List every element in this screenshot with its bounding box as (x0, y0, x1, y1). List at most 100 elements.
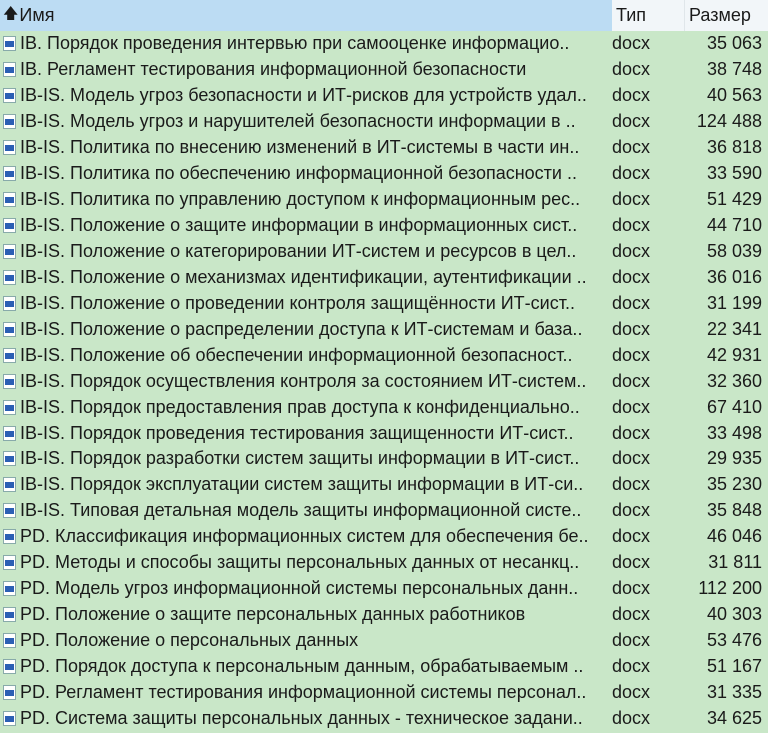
word-document-icon (3, 295, 16, 311)
file-type: docx (612, 707, 651, 728)
file-type: docx (612, 500, 651, 521)
file-name-cell: PD. Классификация информационных систем … (0, 526, 612, 547)
word-document-icon (3, 166, 16, 182)
file-name: PD. Положение о персональных данных (20, 630, 359, 651)
file-type: docx (612, 578, 651, 599)
word-document-icon (3, 192, 16, 208)
column-name-label: Имя (19, 5, 55, 25)
file-row[interactable]: IB-IS. Модель угроз безопасности и ИТ-ри… (0, 83, 768, 109)
file-row[interactable]: IB-IS. Положение о механизмах идентифика… (0, 264, 768, 290)
file-name: IB-IS. Положение о защите информации в и… (20, 215, 578, 236)
file-row[interactable]: PD. Положение о персональных данных docx 5… (0, 628, 768, 654)
file-name-cell: IB-IS. Порядок осуществления контроля за… (0, 371, 612, 392)
file-type: docx (612, 396, 651, 417)
file-type: docx (612, 422, 651, 443)
word-document-icon (3, 347, 16, 363)
file-name: IB-IS. Политика по обеспечению информаци… (20, 163, 577, 184)
file-size: 42 931 (706, 344, 762, 365)
file-size: 33 498 (706, 422, 762, 443)
file-name: IB-IS. Положение о категорировании ИТ-си… (20, 240, 577, 261)
file-size: 67 410 (706, 396, 762, 417)
file-size: 31 335 (706, 681, 762, 702)
file-row[interactable]: IB-IS. Положение о защите информации в и… (0, 213, 768, 239)
file-size: 53 476 (706, 630, 762, 651)
file-name-cell: IB-IS. Политика по управлению доступом к… (0, 189, 612, 210)
file-row[interactable]: PD. Методы и способы защиты персональных… (0, 550, 768, 576)
file-type: docx (612, 552, 651, 573)
file-type: docx (612, 292, 651, 313)
file-name: IB-IS. Положение о распределении доступа… (20, 318, 583, 339)
file-row[interactable]: IB-IS. Модель угроз и нарушителей безопа… (0, 109, 768, 135)
column-header-type[interactable]: Тип (612, 0, 684, 31)
file-row[interactable]: PD. Положение о защите персональных данн… (0, 602, 768, 628)
file-row[interactable]: IB-IS. Положение о категорировании ИТ-си… (0, 239, 768, 265)
file-name-cell: IB-IS. Политика по обеспечению информаци… (0, 163, 612, 184)
file-size: 44 710 (706, 215, 762, 236)
file-name: IB. Порядок проведения интервью при само… (20, 33, 570, 54)
file-row[interactable]: IB-IS. Положение об обеспечении информац… (0, 342, 768, 368)
file-name: PD. Классификация информационных систем … (20, 526, 589, 547)
file-row[interactable]: IB-IS. Положение о проведении контроля з… (0, 290, 768, 316)
file-name-cell: PD. Модель угроз информационной системы … (0, 578, 612, 599)
file-type: docx (612, 189, 651, 210)
file-row[interactable]: PD. Система защиты персональных данных -… (0, 705, 768, 731)
file-row[interactable]: IB-IS. Положение о распределении доступа… (0, 316, 768, 342)
file-row[interactable]: PD. Классификация информационных систем … (0, 524, 768, 550)
file-row[interactable]: IB-IS. Политика по обеспечению информаци… (0, 161, 768, 187)
file-row[interactable]: IB-IS. Порядок проведения тестирования з… (0, 420, 768, 446)
word-document-icon (3, 114, 16, 130)
file-name: IB. Регламент тестирования информационно… (20, 59, 527, 80)
word-document-icon (3, 399, 16, 415)
file-row[interactable]: IB-IS. Типовая детальная модель защиты и… (0, 498, 768, 524)
column-header: 🡅 Имя Тип Размер (0, 0, 768, 31)
file-name-cell: IB. Регламент тестирования информационно… (0, 59, 612, 80)
file-row[interactable]: PD. Порядок доступа к персональным данны… (0, 654, 768, 680)
file-size: 58 039 (706, 240, 762, 261)
file-size: 33 590 (706, 163, 762, 184)
file-type: docx (612, 318, 651, 339)
file-row[interactable]: PD. Регламент тестирования информационно… (0, 679, 768, 705)
file-row[interactable]: IB. Порядок проведения интервью при само… (0, 31, 768, 57)
file-size: 34 625 (706, 707, 762, 728)
word-document-icon (3, 218, 16, 234)
file-row[interactable]: IB. Регламент тестирования информационно… (0, 57, 768, 83)
file-row[interactable]: IB-IS. Порядок осуществления контроля за… (0, 368, 768, 394)
file-row[interactable]: PD. Модель угроз информационной системы … (0, 576, 768, 602)
file-size: 35 230 (706, 474, 762, 495)
file-name-cell: IB-IS. Порядок разработки систем защиты … (0, 448, 612, 469)
file-size: 31 811 (708, 552, 762, 573)
file-name-cell: IB-IS. Положение о проведении контроля з… (0, 293, 612, 314)
file-name: IB-IS. Порядок осуществления контроля за… (20, 370, 587, 391)
word-document-icon (3, 321, 16, 337)
file-row[interactable]: IB-IS. Порядок разработки систем защиты … (0, 446, 768, 472)
word-document-icon (3, 607, 16, 623)
file-size: 36 016 (706, 266, 762, 287)
file-type: docx (612, 59, 651, 80)
file-row[interactable]: IB-IS. Политика по управлению доступом к… (0, 187, 768, 213)
file-size: 46 046 (706, 526, 762, 547)
file-size: 124 488 (696, 111, 762, 132)
file-type: docx (612, 85, 651, 106)
file-name-cell: PD. Регламент тестирования информационно… (0, 682, 612, 703)
file-name-cell: IB-IS. Положение о защите информации в и… (0, 215, 612, 236)
column-header-name[interactable]: 🡅 Имя (0, 0, 612, 31)
column-header-size[interactable]: Размер (684, 0, 768, 31)
file-name: PD. Методы и способы защиты персональных… (20, 552, 580, 573)
word-document-icon (3, 684, 16, 700)
file-name-cell: IB-IS. Политика по внесению изменений в … (0, 137, 612, 158)
file-name-cell: IB-IS. Положение об обеспечении информац… (0, 345, 612, 366)
file-name-cell: PD. Положение о персональных данных (0, 630, 612, 651)
file-type: docx (612, 137, 651, 158)
file-row[interactable]: IB-IS. Порядок эксплуатации систем защит… (0, 472, 768, 498)
word-document-icon (3, 555, 16, 571)
file-row[interactable]: IB-IS. Порядок предоставления прав досту… (0, 394, 768, 420)
file-size: 29 935 (706, 448, 762, 469)
word-document-icon (3, 36, 16, 52)
file-row[interactable]: IB-IS. Политика по внесению изменений в … (0, 135, 768, 161)
word-document-icon (3, 710, 16, 726)
file-type: docx (612, 240, 651, 261)
file-size: 51 429 (706, 189, 762, 210)
file-size: 40 303 (706, 604, 762, 625)
file-name-cell: IB-IS. Типовая детальная модель защиты и… (0, 500, 612, 521)
file-name: IB-IS. Порядок эксплуатации систем защит… (20, 474, 584, 495)
